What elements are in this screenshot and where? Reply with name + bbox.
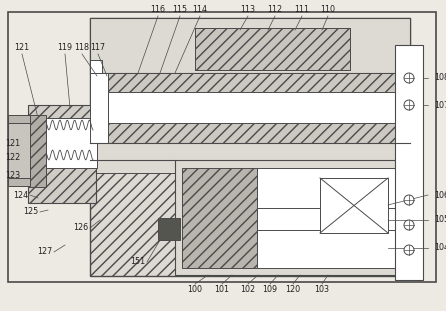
Text: 102: 102 <box>240 285 256 295</box>
Bar <box>45 118 97 168</box>
Bar <box>90 18 410 276</box>
Bar <box>90 92 410 124</box>
Bar <box>395 45 423 280</box>
Text: 127: 127 <box>37 248 52 257</box>
Bar <box>257 168 409 268</box>
Bar <box>90 123 410 143</box>
Bar <box>8 120 30 178</box>
Text: 118: 118 <box>74 44 90 53</box>
Text: 111: 111 <box>294 6 310 15</box>
Text: 122: 122 <box>5 154 20 163</box>
Bar <box>8 178 30 186</box>
Circle shape <box>404 245 414 255</box>
Bar <box>175 160 415 275</box>
Bar <box>182 168 257 268</box>
Text: 105: 105 <box>434 216 446 225</box>
Text: 114: 114 <box>193 6 207 15</box>
Text: 124: 124 <box>13 191 28 199</box>
Text: 123: 123 <box>5 170 20 179</box>
Text: 112: 112 <box>268 6 283 15</box>
Bar <box>28 115 46 187</box>
Bar <box>8 115 30 123</box>
Bar <box>195 28 350 70</box>
Circle shape <box>404 73 414 83</box>
Text: 113: 113 <box>240 6 256 15</box>
Text: 126: 126 <box>73 224 88 233</box>
Bar <box>158 218 180 240</box>
Text: 151: 151 <box>130 258 145 267</box>
Bar <box>90 73 410 93</box>
Text: 106: 106 <box>434 191 446 199</box>
Text: 121: 121 <box>14 44 29 53</box>
Bar <box>8 12 436 282</box>
Bar <box>90 143 410 173</box>
Text: 120: 120 <box>285 285 301 295</box>
Text: 117: 117 <box>91 44 106 53</box>
Text: 115: 115 <box>173 6 188 15</box>
Circle shape <box>404 195 414 205</box>
Text: 119: 119 <box>58 44 73 53</box>
Circle shape <box>404 220 414 230</box>
Bar <box>90 60 102 73</box>
Bar <box>90 18 410 73</box>
Bar <box>195 28 350 70</box>
Circle shape <box>404 100 414 110</box>
Text: 107: 107 <box>434 100 446 109</box>
Text: 110: 110 <box>321 6 335 15</box>
Text: 101: 101 <box>215 285 230 295</box>
Bar <box>28 105 96 203</box>
Text: 116: 116 <box>150 6 165 15</box>
Text: 125: 125 <box>23 207 38 216</box>
Text: 108: 108 <box>434 73 446 82</box>
Bar <box>90 73 108 143</box>
Bar <box>320 178 388 233</box>
Text: 121: 121 <box>5 138 20 147</box>
Text: 109: 109 <box>262 285 277 295</box>
Text: 103: 103 <box>314 285 330 295</box>
Text: 100: 100 <box>187 285 202 295</box>
Text: 104: 104 <box>434 244 446 253</box>
